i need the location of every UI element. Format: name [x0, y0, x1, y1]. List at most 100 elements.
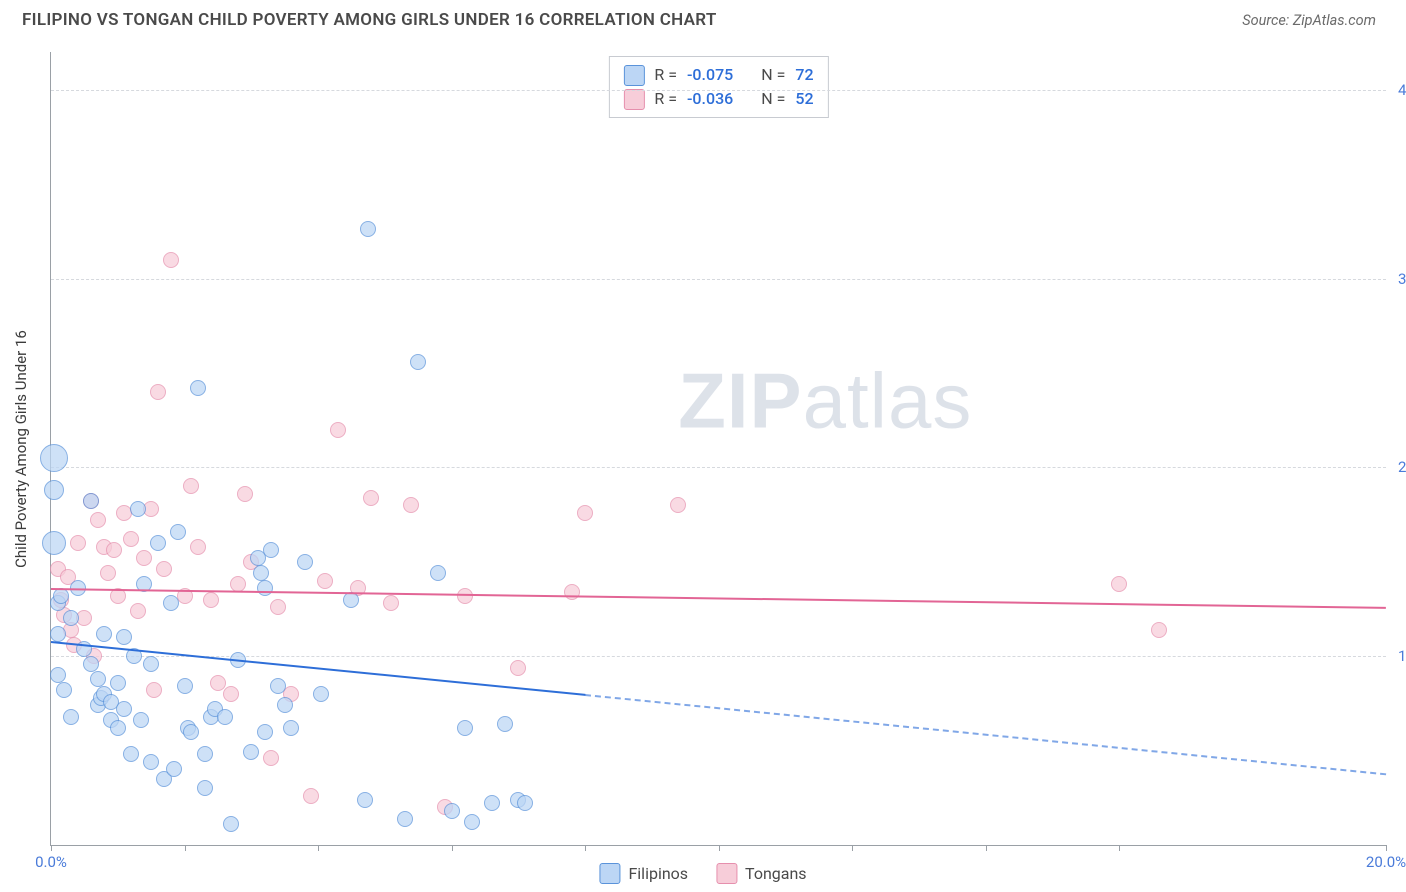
data-point-tongans	[564, 584, 580, 600]
data-point-filipinos	[50, 626, 66, 642]
data-point-tongans	[100, 565, 116, 581]
data-point-tongans	[156, 561, 172, 577]
data-point-filipinos	[42, 531, 66, 555]
data-point-tongans	[1111, 576, 1127, 592]
data-point-filipinos	[170, 524, 186, 540]
legend-item: Filipinos	[599, 863, 688, 884]
legend-label: Tongans	[745, 864, 807, 883]
data-point-tongans	[363, 490, 379, 506]
data-point-tongans	[106, 542, 122, 558]
data-point-filipinos	[177, 678, 193, 694]
data-point-filipinos	[360, 221, 376, 237]
data-point-filipinos	[150, 535, 166, 551]
data-point-filipinos	[277, 697, 293, 713]
chart-title: FILIPINO VS TONGAN CHILD POVERTY AMONG G…	[22, 10, 717, 30]
data-point-tongans	[1151, 622, 1167, 638]
data-point-filipinos	[166, 761, 182, 777]
data-point-filipinos	[133, 712, 149, 728]
data-point-tongans	[237, 486, 253, 502]
data-point-filipinos	[410, 354, 426, 370]
data-point-filipinos	[223, 816, 239, 832]
y-tick-label: 30.0%	[1388, 270, 1406, 288]
data-point-tongans	[130, 603, 146, 619]
data-point-filipinos	[63, 709, 79, 725]
data-point-filipinos	[123, 746, 139, 762]
x-tick	[852, 845, 853, 851]
watermark: ZIPatlas	[678, 355, 972, 446]
data-point-tongans	[577, 505, 593, 521]
data-point-filipinos	[163, 595, 179, 611]
data-point-tongans	[403, 497, 419, 513]
x-tick-label: 20.0%	[1366, 853, 1406, 871]
data-point-filipinos	[110, 675, 126, 691]
data-point-filipinos	[357, 792, 373, 808]
gridline	[51, 279, 1386, 280]
data-point-filipinos	[183, 724, 199, 740]
data-point-filipinos	[270, 678, 286, 694]
data-point-tongans	[150, 384, 166, 400]
data-point-filipinos	[143, 754, 159, 770]
data-point-filipinos	[297, 554, 313, 570]
x-tick	[318, 845, 319, 851]
data-point-filipinos	[116, 629, 132, 645]
data-point-tongans	[670, 497, 686, 513]
data-point-tongans	[317, 573, 333, 589]
n-label: N =	[761, 63, 785, 87]
trend-line	[51, 588, 1386, 609]
data-point-filipinos	[444, 803, 460, 819]
data-point-tongans	[270, 599, 286, 615]
data-point-tongans	[146, 682, 162, 698]
data-point-filipinos	[517, 795, 533, 811]
legend-item: Tongans	[716, 863, 807, 884]
data-point-filipinos	[263, 542, 279, 558]
x-tick	[986, 845, 987, 851]
data-point-tongans	[123, 531, 139, 547]
data-point-tongans	[163, 252, 179, 268]
stats-row: R =-0.075N =72	[623, 63, 813, 87]
data-point-tongans	[510, 660, 526, 676]
data-point-filipinos	[430, 565, 446, 581]
x-tick	[51, 845, 52, 851]
y-tick-label: 10.0%	[1388, 647, 1406, 665]
data-point-tongans	[90, 512, 106, 528]
trend-line-extrapolated	[585, 694, 1386, 775]
data-point-tongans	[303, 788, 319, 804]
data-point-filipinos	[243, 744, 259, 760]
y-tick-label: 20.0%	[1388, 458, 1406, 476]
legend-swatch	[716, 863, 737, 884]
series-legend: Filipinos Tongans	[599, 863, 806, 884]
r-value: -0.075	[687, 63, 733, 87]
data-point-tongans	[330, 422, 346, 438]
x-tick	[719, 845, 720, 851]
data-point-filipinos	[50, 667, 66, 683]
data-point-tongans	[383, 595, 399, 611]
y-tick-label: 40.0%	[1388, 81, 1406, 99]
data-point-filipinos	[116, 701, 132, 717]
data-point-filipinos	[63, 610, 79, 626]
r-label: R =	[654, 63, 677, 87]
gridline	[51, 90, 1386, 91]
data-point-filipinos	[44, 480, 64, 500]
data-point-filipinos	[484, 795, 500, 811]
data-point-tongans	[223, 686, 239, 702]
data-point-tongans	[203, 592, 219, 608]
data-point-tongans	[263, 750, 279, 766]
data-point-filipinos	[197, 746, 213, 762]
data-point-filipinos	[283, 720, 299, 736]
data-point-filipinos	[110, 720, 126, 736]
data-point-filipinos	[257, 580, 273, 596]
data-point-tongans	[136, 550, 152, 566]
data-point-filipinos	[313, 686, 329, 702]
data-point-filipinos	[497, 716, 513, 732]
data-point-tongans	[183, 478, 199, 494]
x-tick	[452, 845, 453, 851]
data-point-filipinos	[190, 380, 206, 396]
correlation-stats-legend: R =-0.075N =72R =-0.036N =52	[608, 56, 828, 118]
data-point-filipinos	[130, 501, 146, 517]
source-attribution: Source: ZipAtlas.com	[1242, 12, 1376, 29]
x-tick	[585, 845, 586, 851]
data-point-filipinos	[143, 656, 159, 672]
data-point-filipinos	[56, 682, 72, 698]
legend-swatch	[623, 89, 644, 110]
data-point-filipinos	[217, 709, 233, 725]
